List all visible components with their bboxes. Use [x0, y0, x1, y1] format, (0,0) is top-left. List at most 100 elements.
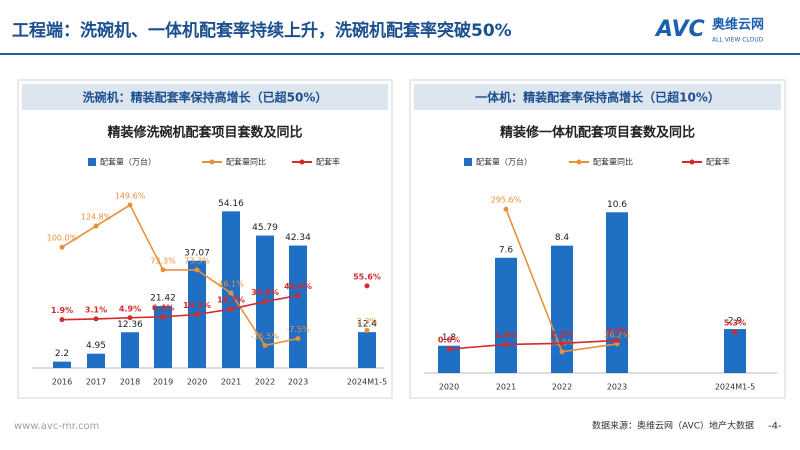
bar-value-label: 12.36 — [117, 320, 143, 330]
line-point — [262, 299, 268, 305]
line-value-label: 46.1% — [218, 280, 244, 289]
line-point — [127, 315, 133, 321]
x-tick-label: 2018 — [120, 378, 140, 387]
line-value-label: 4.9% — [119, 304, 141, 313]
line-point — [262, 342, 268, 348]
x-tick-label: 2020 — [439, 383, 459, 392]
x-tick-label: 2021 — [496, 383, 516, 392]
line-value-label: 149.6% — [115, 192, 146, 201]
bar — [289, 245, 307, 368]
legend-swatch — [464, 158, 472, 166]
legend-label: 配套量同比 — [593, 157, 633, 167]
line-value-label: 1.9% — [495, 331, 517, 340]
logo-cn: 奥维云网 — [712, 17, 764, 33]
bar — [724, 329, 746, 373]
bar — [53, 361, 71, 368]
x-tick-label: 2021 — [221, 378, 241, 387]
line-value-label: -15.5% — [251, 332, 280, 341]
line-value-label: 3.1% — [85, 305, 107, 314]
line-series — [448, 339, 618, 350]
x-tick-label: 2022 — [552, 383, 572, 392]
line-point — [559, 340, 565, 346]
page-number: -4- — [768, 421, 782, 432]
line-point — [732, 329, 738, 335]
panel-title: 洗碗机：精装配套率保持高增长（已超50%） — [83, 90, 328, 105]
footer-source: 数据来源：奥维云网（AVC）地产大数据 — [592, 420, 754, 432]
x-tick-label: 2022 — [255, 378, 275, 387]
x-tick-label: 2019 — [153, 378, 173, 387]
x-tick-label: 2024M1-5 — [347, 378, 387, 387]
line-value-label: 26.2% — [604, 330, 630, 339]
bar-value-label: 8.4 — [555, 233, 570, 243]
legend-label: 配套量（万台） — [476, 157, 532, 167]
line-value-label: 73.3% — [184, 256, 210, 265]
bar-value-label: 42.34 — [285, 233, 311, 243]
line-value-label: 30.6% — [251, 288, 279, 297]
legend-label: 配套量同比 — [226, 157, 266, 167]
chart-title: 精装修洗碗机配套项目套数及同比 — [107, 125, 302, 141]
line-point — [93, 223, 99, 229]
bar-value-label: 4.95 — [86, 341, 106, 351]
line-value-label: 295.6% — [491, 196, 522, 205]
line-value-label: 10.1% — [183, 301, 211, 310]
legend-swatch — [299, 159, 305, 165]
line-point — [59, 317, 65, 323]
bar-value-label: 7.6 — [499, 245, 514, 255]
bar-value-label: 2.2 — [55, 349, 69, 359]
legend-swatch — [689, 159, 695, 165]
line-value-label: 2.3% — [357, 317, 378, 326]
bar-value-label: 54.16 — [218, 199, 244, 209]
line-point — [127, 202, 133, 208]
bar — [121, 332, 139, 368]
bar — [606, 212, 628, 373]
line-point — [295, 336, 301, 342]
panel-header — [414, 84, 781, 110]
logo-en: ALL VIEW CLOUD — [712, 37, 764, 44]
line-point — [503, 341, 509, 347]
panel — [409, 79, 786, 399]
line-point — [614, 337, 620, 343]
line-value-label: 6.4% — [152, 303, 174, 312]
bar-value-label: 12.4 — [357, 320, 377, 330]
bar — [222, 211, 240, 368]
line-point — [295, 292, 301, 298]
bar-value-label: 10.6 — [607, 200, 627, 210]
bar-value-label: 1.8 — [442, 333, 457, 343]
line-point — [93, 316, 99, 322]
x-tick-label: 2023 — [288, 378, 308, 387]
line-point — [160, 314, 166, 320]
line-value-label: 73.3% — [150, 256, 176, 265]
line-value-label: 40.4% — [284, 282, 312, 291]
x-tick-label: 2020 — [187, 378, 207, 387]
legend-label: 配套率 — [316, 157, 340, 167]
line-point — [559, 349, 565, 355]
line-value-label: 1.9% — [51, 306, 73, 315]
logo: AVC — [654, 17, 705, 42]
bar — [495, 257, 517, 373]
chart-title: 精装修一体机配套项目套数及同比 — [500, 125, 695, 141]
bar — [358, 332, 376, 368]
line-series — [61, 294, 299, 321]
legend-swatch — [209, 159, 215, 165]
bar-value-label: 2.9 — [728, 317, 743, 327]
legend-swatch — [576, 159, 582, 165]
line-point — [364, 283, 370, 289]
bar — [551, 245, 573, 373]
panel-title: 一体机：精装配套率保持高增长（已超10%） — [475, 90, 720, 105]
x-tick-label: 2016 — [52, 378, 72, 387]
line-point — [228, 290, 234, 296]
line-point — [503, 206, 509, 212]
line-series — [61, 203, 299, 347]
line-point — [160, 267, 166, 273]
line-point — [614, 341, 620, 347]
footer-url: www.avc-mr.com — [14, 421, 99, 432]
line-value-label: 5.3% — [724, 319, 746, 328]
line-value-label: 100.0% — [47, 234, 78, 243]
bar-value-label: 37.07 — [184, 248, 210, 258]
line-value-label: 124.8% — [81, 213, 112, 222]
line-point — [228, 306, 234, 312]
x-tick-label: 2017 — [86, 378, 106, 387]
bar — [154, 306, 172, 368]
line-value-label: 0.6% — [438, 336, 460, 345]
